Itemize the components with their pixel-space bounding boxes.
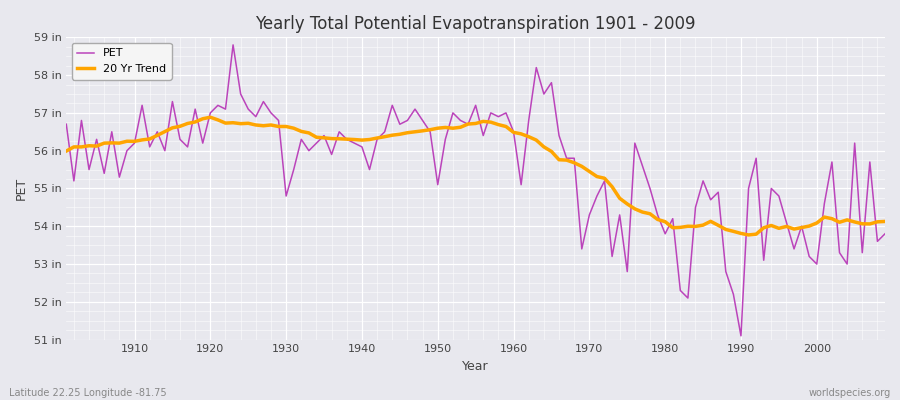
20 Yr Trend	[61, 149, 72, 154]
PET	[296, 137, 307, 142]
20 Yr Trend	[607, 184, 617, 189]
PET	[122, 148, 132, 153]
20 Yr Trend	[743, 232, 754, 237]
20 Yr Trend	[122, 139, 132, 144]
PET	[228, 42, 238, 47]
PET	[879, 231, 890, 236]
Y-axis label: PET: PET	[15, 177, 28, 200]
20 Yr Trend	[205, 115, 216, 120]
20 Yr Trend	[516, 132, 526, 136]
20 Yr Trend	[508, 130, 519, 135]
20 Yr Trend	[341, 137, 352, 142]
Title: Yearly Total Potential Evapotranspiration 1901 - 2009: Yearly Total Potential Evapotranspiratio…	[256, 15, 696, 33]
PET	[516, 182, 526, 187]
PET	[508, 129, 519, 134]
Text: worldspecies.org: worldspecies.org	[809, 388, 891, 398]
20 Yr Trend	[879, 219, 890, 224]
Text: Latitude 22.25 Longitude -81.75: Latitude 22.25 Longitude -81.75	[9, 388, 166, 398]
X-axis label: Year: Year	[463, 360, 489, 373]
PET	[61, 122, 72, 127]
PET	[607, 254, 617, 259]
Line: PET: PET	[67, 45, 885, 336]
20 Yr Trend	[296, 129, 307, 134]
PET	[341, 137, 352, 142]
Line: 20 Yr Trend: 20 Yr Trend	[67, 117, 885, 235]
Legend: PET, 20 Yr Trend: PET, 20 Yr Trend	[72, 43, 172, 80]
PET	[735, 334, 746, 338]
